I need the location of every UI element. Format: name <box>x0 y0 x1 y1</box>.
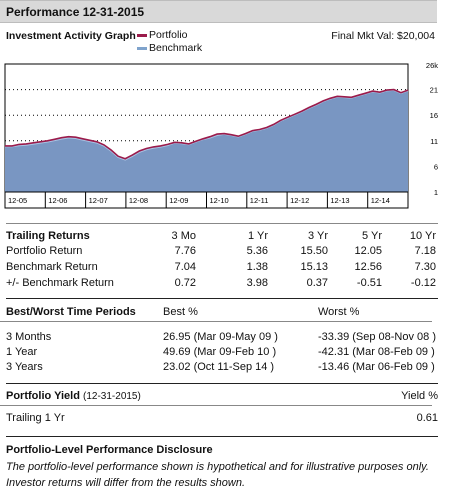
row-label: Trailing 1 Yr <box>6 412 65 424</box>
row-label: Portfolio Return <box>6 245 83 257</box>
benchmark-swatch <box>137 47 147 50</box>
best-worst-table: Best/Worst Time Periods Best % Worst % 3… <box>0 306 438 376</box>
disclosure-title: Portfolio-Level Performance Disclosure <box>6 444 213 456</box>
row-label: 3 Years <box>6 361 43 373</box>
final-market-value: Final Mkt Val: $20,004 <box>331 30 435 42</box>
investment-activity-chart: 26k 21 16 11 6 1 12-05 12-06 12-07 12-08 12-09 12-1… <box>4 61 438 209</box>
yield-title: Portfolio Yield <box>6 390 80 402</box>
y-tick-label: 6 <box>434 162 438 171</box>
legend-item-benchmark: Benchmark <box>137 42 202 55</box>
best-cell: 23.02 (Oct 11-Sep 14 ) <box>163 361 275 373</box>
divider <box>6 436 438 437</box>
y-tick-label: 11 <box>430 137 438 146</box>
x-tick-label: 12-06 <box>48 196 67 205</box>
best-cell: 26.95 (Mar 09-May 09 ) <box>163 331 278 343</box>
cell: 0.72 <box>174 277 196 289</box>
row-label: +/- Benchmark Return <box>6 277 114 289</box>
divider <box>0 321 432 322</box>
x-tick-label: 12-14 <box>371 196 390 205</box>
cell: -0.12 <box>410 277 436 289</box>
best-col-label: Best % <box>163 306 198 318</box>
col-3yr: 3 Yr <box>308 230 328 242</box>
row-label: 3 Months <box>6 331 52 343</box>
col-10yr: 10 Yr <box>409 230 436 242</box>
legend-label-benchmark: Benchmark <box>149 42 203 54</box>
worst-cell: -33.39 (Sep 08-Nov 08 ) <box>318 331 437 343</box>
cell: 0.37 <box>306 277 328 289</box>
row-label: Benchmark Return <box>6 261 98 273</box>
section-title: Performance 12-31-2015 <box>6 5 145 19</box>
portfolio-swatch <box>137 34 147 37</box>
x-tick-label: 12-05 <box>8 196 27 205</box>
divider <box>0 405 432 406</box>
divider <box>6 223 438 224</box>
worst-col-label: Worst % <box>318 306 360 318</box>
yield-col-label: Yield % <box>401 390 438 402</box>
cell: -0.51 <box>356 277 382 289</box>
cell: 3.98 <box>246 277 268 289</box>
yield-header: Portfolio Yield (12-31-2015) <box>6 390 141 402</box>
graph-title: Investment Activity Graph <box>6 30 136 42</box>
cell: 7.76 <box>174 245 196 257</box>
x-tick-label: 12-07 <box>89 196 108 205</box>
x-tick-label: 12-12 <box>290 196 309 205</box>
col-1yr: 1 Yr <box>248 230 268 242</box>
divider <box>6 298 438 299</box>
section-header: Performance 12-31-2015 <box>0 0 437 23</box>
x-tick-label: 12-11 <box>250 196 269 205</box>
x-tick-label: 12-10 <box>210 196 229 205</box>
x-tick-label: 12-13 <box>330 196 349 205</box>
trailing-header: Trailing Returns <box>6 230 90 242</box>
portfolio-line <box>5 88 409 160</box>
col-3mo: 3 Mo <box>171 230 196 242</box>
x-tick-label: 12-08 <box>129 196 148 205</box>
benchmark-area <box>5 90 408 192</box>
trailing-returns-table: Trailing Returns 3 Mo 1 Yr 3 Yr 5 Yr 10 … <box>6 230 438 290</box>
worst-cell: -42.31 (Mar 08-Feb 09 ) <box>318 346 435 358</box>
best-cell: 49.69 (Mar 09-Feb 10 ) <box>163 346 277 358</box>
y-tick-label: 26k <box>426 61 438 70</box>
x-tick-label: 12-09 <box>169 196 188 205</box>
bestworst-header: Best/Worst Time Periods <box>6 306 136 318</box>
worst-cell: -13.46 (Mar 06-Feb 09 ) <box>318 361 435 373</box>
yield-date: (12-31-2015) <box>83 391 141 402</box>
row-label: 1 Year <box>6 346 38 358</box>
disclosure-body: The portfolio-level performance shown is… <box>6 461 429 489</box>
cell: 12.05 <box>354 245 382 257</box>
y-tick-label: 1 <box>434 188 438 197</box>
cell: 7.18 <box>414 245 436 257</box>
cell: 15.13 <box>300 261 328 273</box>
col-5yr: 5 Yr <box>362 230 382 242</box>
cell: 7.30 <box>414 261 436 273</box>
disclosure: Portfolio-Level Performance Disclosure T… <box>6 444 442 491</box>
cell: 1.38 <box>246 261 268 273</box>
legend-item-portfolio: Portfolio <box>137 29 202 42</box>
legend-label-portfolio: Portfolio <box>149 29 188 41</box>
cell: 15.50 <box>300 245 328 257</box>
y-tick-label: 16 <box>430 111 438 120</box>
portfolio-yield-table: Portfolio Yield (12-31-2015) Yield % Tra… <box>0 390 438 426</box>
cell: 7.04 <box>174 261 196 273</box>
cell: 12.56 <box>354 261 382 273</box>
cell: 5.36 <box>246 245 268 257</box>
yield-value: 0.61 <box>416 412 438 424</box>
chart-legend: Portfolio Benchmark <box>137 29 202 55</box>
y-tick-label: 21 <box>430 86 438 95</box>
divider <box>6 383 438 384</box>
